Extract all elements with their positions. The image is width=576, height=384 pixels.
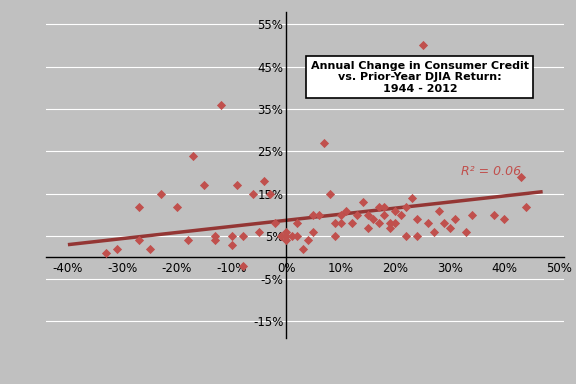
Point <box>216 102 225 108</box>
Point <box>429 229 438 235</box>
Point <box>467 212 476 218</box>
Point <box>489 212 498 218</box>
Point <box>434 208 444 214</box>
Point <box>374 204 384 210</box>
Point <box>249 191 258 197</box>
Point <box>522 204 531 210</box>
Point <box>363 225 373 231</box>
Point <box>211 237 220 243</box>
Point <box>293 220 302 227</box>
Point <box>516 174 525 180</box>
Point <box>331 233 340 239</box>
Point <box>189 152 198 159</box>
Point <box>172 204 181 210</box>
Point <box>227 242 236 248</box>
Text: R² = 0.06: R² = 0.06 <box>461 165 521 178</box>
Point <box>233 182 242 189</box>
Point <box>500 216 509 222</box>
Point <box>336 212 346 218</box>
Point <box>156 191 165 197</box>
Point <box>325 191 335 197</box>
Point <box>320 140 329 146</box>
Point <box>200 182 209 189</box>
Point <box>101 250 111 256</box>
Point <box>423 220 433 227</box>
Point <box>331 220 340 227</box>
Point <box>276 233 285 239</box>
Point <box>134 204 143 210</box>
Point <box>309 229 318 235</box>
Point <box>134 237 143 243</box>
Point <box>282 229 291 235</box>
Point <box>380 212 389 218</box>
Point <box>445 225 454 231</box>
Point <box>254 229 263 235</box>
Point <box>363 212 373 218</box>
Point <box>396 212 406 218</box>
Point <box>412 233 422 239</box>
Point <box>282 233 291 239</box>
Point <box>309 212 318 218</box>
Point <box>298 246 307 252</box>
Point <box>380 204 389 210</box>
Point <box>287 233 296 239</box>
Point <box>314 212 324 218</box>
Point <box>183 237 192 243</box>
Point <box>293 233 302 239</box>
Point <box>412 216 422 222</box>
Point <box>282 237 291 243</box>
Point <box>440 220 449 227</box>
Point <box>353 212 362 218</box>
Point <box>271 220 280 227</box>
Point <box>342 208 351 214</box>
Point <box>336 220 346 227</box>
Point <box>401 204 411 210</box>
Point <box>260 178 269 184</box>
Point <box>145 246 154 252</box>
Point <box>112 246 122 252</box>
Point <box>227 233 236 239</box>
Point <box>385 220 395 227</box>
Point <box>391 208 400 214</box>
Point <box>238 233 247 239</box>
Point <box>401 233 411 239</box>
Point <box>451 216 460 222</box>
Text: Annual Change in Consumer Credit
vs. Prior-Year DJIA Return:
1944 - 2012: Annual Change in Consumer Credit vs. Pri… <box>311 61 529 94</box>
Point <box>391 220 400 227</box>
Point <box>265 191 274 197</box>
Point <box>418 42 427 48</box>
Point <box>461 229 471 235</box>
Point <box>407 195 416 201</box>
Point <box>385 225 395 231</box>
Point <box>374 220 384 227</box>
Point <box>358 199 367 205</box>
Point <box>211 233 220 239</box>
Point <box>369 216 378 222</box>
Point <box>238 263 247 269</box>
Point <box>347 220 357 227</box>
Point <box>304 237 313 243</box>
